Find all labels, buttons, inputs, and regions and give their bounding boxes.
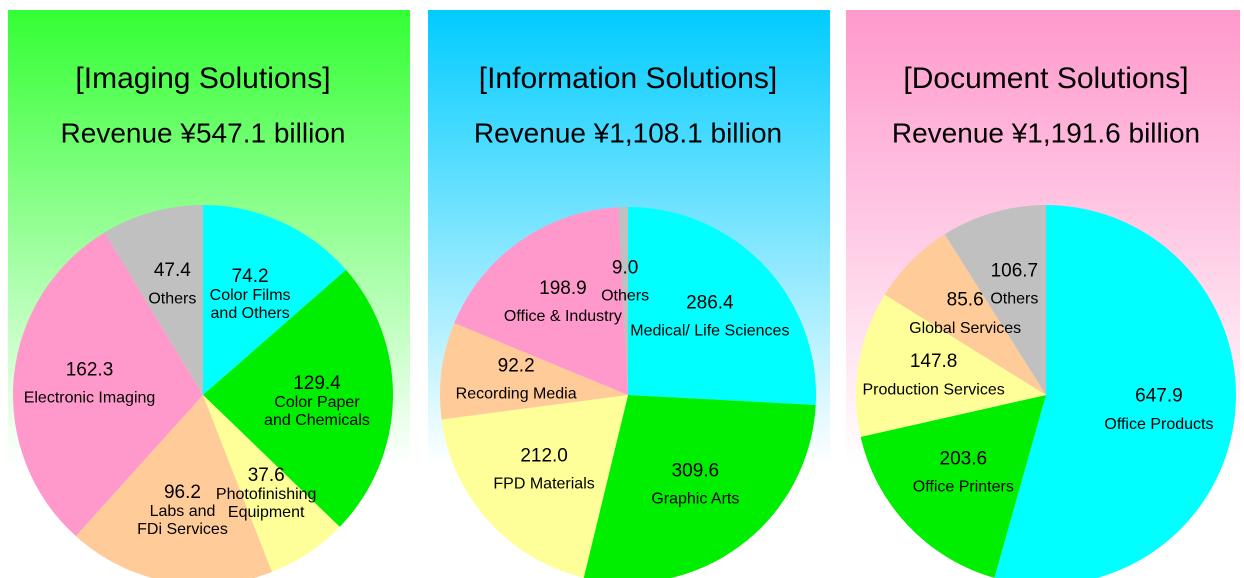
category-label: Global Services [909,320,1021,337]
pie-slice [12,232,203,537]
data-label: 129.4 [293,373,341,394]
chart-title: [Imaging Solutions] [75,62,330,95]
data-label: 162.3 [66,359,114,380]
pie-slice [884,234,1046,395]
pie-slice [439,323,628,420]
category-label: Photofinishing Equipment [216,486,317,521]
pie-slice [618,207,628,395]
data-label: 203.6 [940,448,988,469]
category-label: Others [990,291,1038,308]
pie-slice [75,395,272,578]
category-label: Production Services [862,381,1004,398]
data-label: 647.9 [1135,386,1183,407]
category-label: FPD Materials [493,476,594,493]
category-label: Color Paper and Chemicals [264,394,370,429]
chart-title: [Information Solutions] [479,62,778,95]
data-label: 9.0 [612,257,638,278]
category-label: Medical/ Life Sciences [630,323,789,340]
category-label: Labs and FDi Services [137,503,228,538]
category-label: Office & Industry [504,308,622,325]
pie-slice [203,269,393,527]
data-label: 74.2 [232,266,269,287]
chart-subtitle: Revenue ¥547.1 billion [61,117,346,148]
pie-slice [583,395,816,578]
data-label: 96.2 [164,482,201,503]
pie-slice [203,205,347,395]
chart-subtitle: Revenue ¥1,108.1 billion [474,117,782,148]
category-label: Office Printers [913,479,1014,496]
chart-title: [Document Solutions] [903,62,1188,95]
data-label: 198.9 [539,278,587,299]
pie-slice [441,395,628,578]
category-label: Recording Media [456,386,577,403]
data-label: 37.6 [248,465,285,486]
data-label: 92.2 [498,355,535,376]
data-label: 85.6 [947,290,984,311]
pie-slice [203,395,340,573]
pie-slice [860,395,1046,578]
data-label: 212.0 [520,445,568,466]
category-label: Others [148,290,196,307]
pie-slice [994,205,1236,578]
pie-slice [944,205,1046,395]
category-label: Color Films and Others [210,287,291,322]
category-label: Electronic Imaging [24,389,156,406]
category-label: Office Products [1104,416,1213,433]
data-label: 106.7 [991,260,1039,281]
data-label: 286.4 [686,292,734,313]
pie-slice [628,207,816,405]
pie-slice [454,207,628,395]
category-label: Graphic Arts [651,491,739,508]
data-label: 47.4 [154,260,191,281]
pie-slice [104,205,203,395]
pie-slice [856,294,1046,437]
chart-subtitle: Revenue ¥1,191.6 billion [892,117,1200,148]
data-label: 309.6 [672,460,720,481]
category-label: Others [601,287,649,304]
data-label: 147.8 [910,351,958,372]
